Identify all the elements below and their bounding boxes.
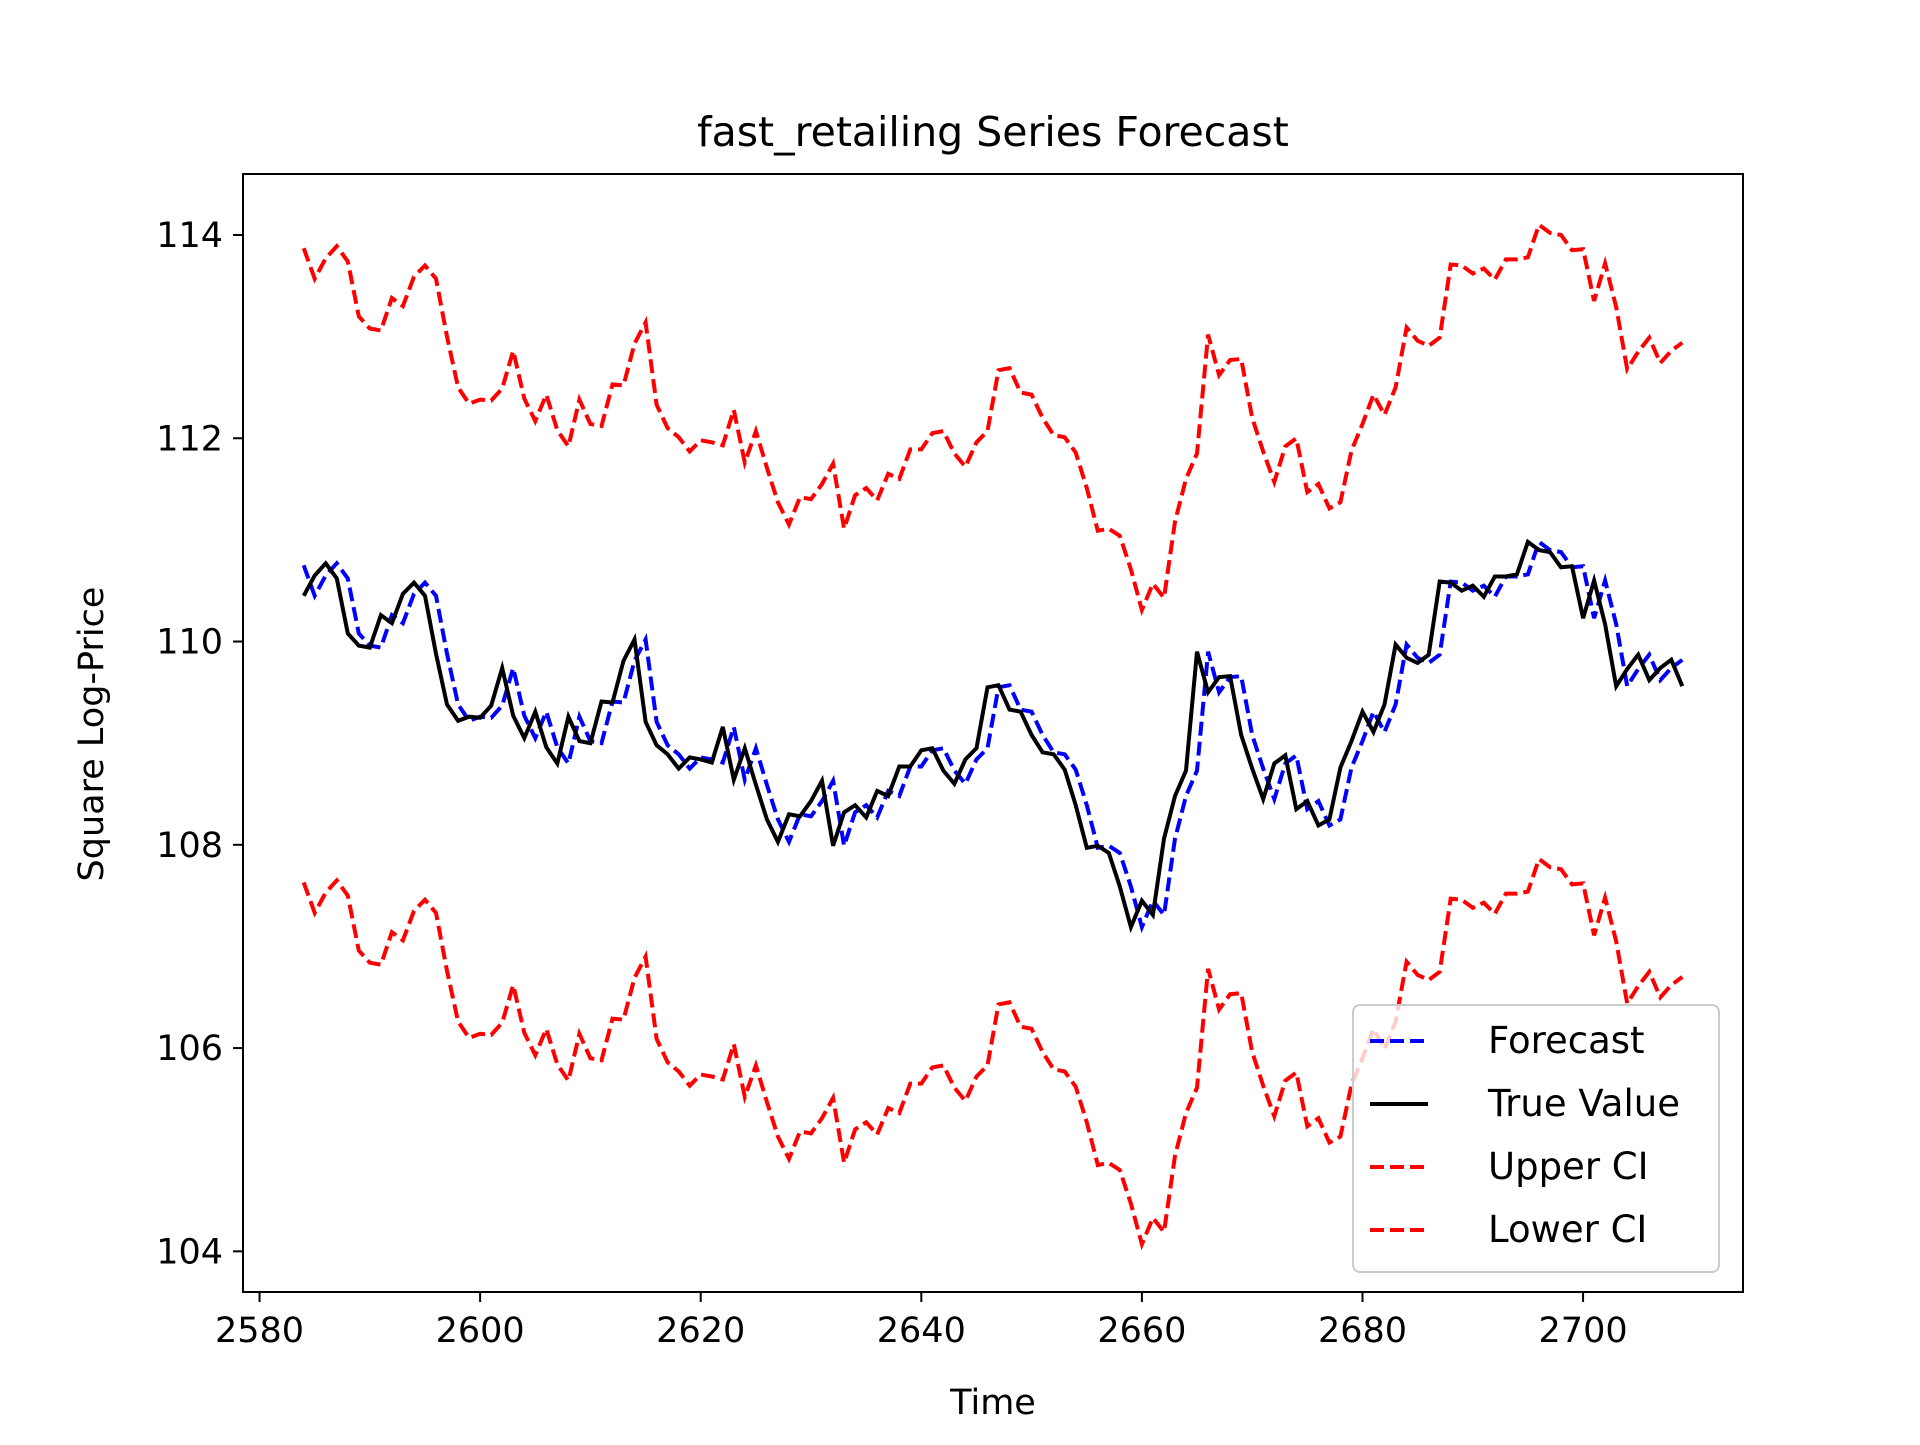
y-tick-label: 110 xyxy=(156,623,223,663)
axis-ticks: 2580 2600 2620 2640 2660 2680 2700 104 106 108 110… xyxy=(156,216,1627,1351)
upper-ci-line xyxy=(301,221,1684,617)
legend-lower-ci-label: Lower CI xyxy=(1488,1208,1647,1251)
y-tick-label: 114 xyxy=(156,216,223,256)
x-tick-label: 2580 xyxy=(215,1311,304,1351)
chart-title: fast_retailing Series Forecast xyxy=(697,108,1289,156)
lower-ci-line xyxy=(301,855,1684,1251)
series-layer xyxy=(301,221,1685,1251)
x-tick-label: 2600 xyxy=(436,1311,525,1351)
legend-true-value-label: True Value xyxy=(1487,1082,1680,1125)
x-tick-label: 2700 xyxy=(1539,1311,1628,1351)
legend: Forecast True Value Upper CI Lower CI xyxy=(1352,1004,1720,1273)
x-tick-label: 2640 xyxy=(877,1311,966,1351)
legend-forecast-label: Forecast xyxy=(1488,1019,1645,1062)
legend-box xyxy=(1352,1004,1720,1273)
legend-upper-ci-label: Upper CI xyxy=(1488,1145,1649,1188)
y-tick-label: 112 xyxy=(156,419,223,459)
y-tick-label: 106 xyxy=(156,1029,223,1069)
y-tick-label: 104 xyxy=(156,1232,223,1272)
y-tick-label: 108 xyxy=(156,826,223,866)
plot-area-frame xyxy=(242,173,1744,1293)
x-axis-label: Time xyxy=(949,1383,1036,1423)
x-tick-label: 2660 xyxy=(1097,1311,1186,1351)
true-value-line xyxy=(301,538,1685,934)
x-tick-label: 2680 xyxy=(1318,1311,1407,1351)
y-axis-label: Square Log-Price xyxy=(72,587,112,882)
x-tick-label: 2620 xyxy=(656,1311,745,1351)
